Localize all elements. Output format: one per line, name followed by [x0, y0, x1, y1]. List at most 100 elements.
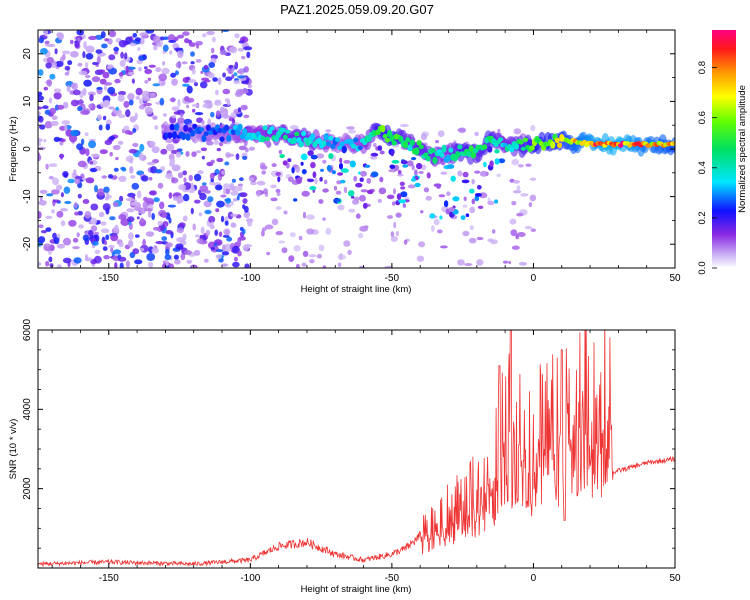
- heatmap-noise-cell: [102, 246, 108, 252]
- heatmap-noise-cell: [516, 212, 524, 217]
- heatmap-ridge-cell: [407, 144, 413, 152]
- heatmap-noise-cell: [148, 176, 153, 181]
- heatmap-noise-cell: [218, 231, 223, 237]
- heatmap-noise-cell: [223, 187, 226, 195]
- heatmap-branch-cell: [331, 170, 336, 175]
- heatmap-noise-cell: [115, 106, 119, 111]
- heatmap-noise-cell: [135, 234, 140, 238]
- heatmap-noise-cell: [433, 218, 440, 226]
- heatmap-noise-cell: [38, 106, 43, 110]
- heatmap-noise-cell: [141, 90, 150, 99]
- heatmap-noise-cell: [407, 184, 416, 189]
- heatmap-noise-cell: [440, 171, 448, 175]
- heatmap-noise-cell: [497, 128, 501, 133]
- heatmap-noise-cell: [157, 220, 163, 226]
- heatmap-noise-cell: [82, 199, 90, 204]
- heatmap-noise-cell: [137, 47, 141, 51]
- heatmap-noise-cell: [207, 118, 212, 126]
- heatmap-noise-cell: [318, 199, 324, 204]
- heatmap-branch-cell: [400, 160, 408, 165]
- heatmap-y-tick-label: -20: [22, 237, 33, 252]
- colorbar-tick-label: 0.4: [697, 161, 708, 174]
- heatmap-ridge-cell: [353, 137, 359, 143]
- heatmap-noise-cell: [64, 200, 72, 205]
- heatmap-branch-cell: [270, 197, 278, 202]
- heatmap-noise-cell: [54, 48, 58, 55]
- heatmap-noise-cell: [97, 114, 102, 121]
- heatmap-noise-cell: [271, 163, 277, 168]
- heatmap-noise-cell: [104, 38, 109, 42]
- heatmap-noise-cell: [66, 85, 71, 92]
- heatmap-noise-cell: [220, 215, 225, 223]
- heatmap-noise-cell: [154, 125, 159, 130]
- heatmap-noise-cell: [182, 170, 187, 176]
- heatmap-noise-cell: [281, 247, 288, 254]
- heatmap-noise-cell: [38, 115, 44, 123]
- heatmap-noise-cell: [204, 209, 212, 215]
- heatmap-noise-cell: [201, 182, 207, 186]
- heatmap-noise-cell: [243, 210, 250, 219]
- heatmap-noise-cell: [318, 244, 325, 251]
- heatmap-noise-cell: [476, 236, 484, 241]
- heatmap-noise-cell: [212, 37, 216, 43]
- heatmap-x-tick-label: -150: [99, 273, 119, 284]
- heatmap-noise-cell: [90, 225, 98, 232]
- heatmap-branch-cell: [399, 181, 405, 186]
- snr-y-tick-label: 4000: [22, 398, 33, 421]
- heatmap-branch-cell: [461, 179, 470, 184]
- heatmap-branch-cell: [282, 160, 288, 166]
- heatmap-branch-cell: [462, 171, 469, 178]
- colorbar-tick-label: 0.6: [697, 111, 708, 124]
- heatmap-noise-cell: [70, 51, 79, 58]
- heatmap-branch-cell: [452, 196, 460, 202]
- heatmap-ridge-cell: [409, 139, 415, 146]
- heatmap-noise-cell: [420, 133, 428, 141]
- heatmap-ridge-cell: [384, 137, 390, 143]
- heatmap-noise-cell: [100, 31, 106, 39]
- heatmap-noise-cell: [38, 211, 42, 219]
- heatmap-x-tick-label: 0: [531, 273, 537, 284]
- heatmap-noise-cell: [231, 118, 236, 125]
- heatmap-noise-cell: [225, 203, 232, 208]
- heatmap-noise-cell: [38, 95, 45, 101]
- heatmap-noise-cell: [152, 226, 161, 231]
- heatmap-noise-cell: [457, 259, 465, 266]
- heatmap-noise-cell: [51, 209, 56, 214]
- heatmap-y-tick-label: 0: [22, 146, 33, 152]
- heatmap-noise-cell: [200, 147, 208, 152]
- heatmap-branch-cell: [494, 199, 499, 204]
- heatmap-noise-cell: [188, 79, 197, 83]
- heatmap-noise-cell: [165, 242, 173, 248]
- heatmap-noise-cell: [301, 262, 307, 267]
- heatmap-noise-cell: [162, 113, 168, 117]
- heatmap-noise-cell: [119, 195, 124, 202]
- heatmap-noise-cell: [92, 241, 99, 246]
- heatmap-noise-cell: [222, 244, 226, 252]
- heatmap-noise-cell: [107, 86, 116, 95]
- heatmap-noise-cell: [164, 254, 172, 261]
- heatmap-noise-cell: [524, 225, 533, 230]
- heatmap-noise-cell: [171, 78, 179, 86]
- heatmap-noise-cell: [62, 101, 69, 109]
- heatmap-noise-cell: [49, 107, 57, 115]
- heatmap-noise-cell: [56, 264, 62, 268]
- heatmap-noise-cell: [45, 227, 52, 232]
- heatmap-noise-cell: [108, 54, 116, 61]
- heatmap-noise-cell: [135, 87, 143, 96]
- heatmap-branch-cell: [307, 150, 314, 157]
- heatmap-noise-cell: [241, 80, 249, 85]
- heatmap-noise-cell: [113, 51, 119, 55]
- heatmap-noise-cell: [134, 112, 138, 121]
- heatmap-noise-cell: [108, 30, 117, 38]
- heatmap-branch-cell: [291, 167, 295, 174]
- heatmap-noise-cell: [476, 259, 484, 266]
- heatmap-noise-cell: [112, 144, 121, 151]
- heatmap-noise-cell: [222, 88, 231, 95]
- heatmap-noise-cell: [93, 255, 102, 264]
- heatmap-noise-cell: [49, 73, 56, 80]
- heatmap-noise-cell: [125, 109, 131, 118]
- heatmap-noise-cell: [224, 161, 230, 166]
- heatmap-noise-cell: [38, 236, 46, 244]
- heatmap-noise-cell: [479, 170, 488, 177]
- heatmap-noise-cell: [84, 132, 89, 137]
